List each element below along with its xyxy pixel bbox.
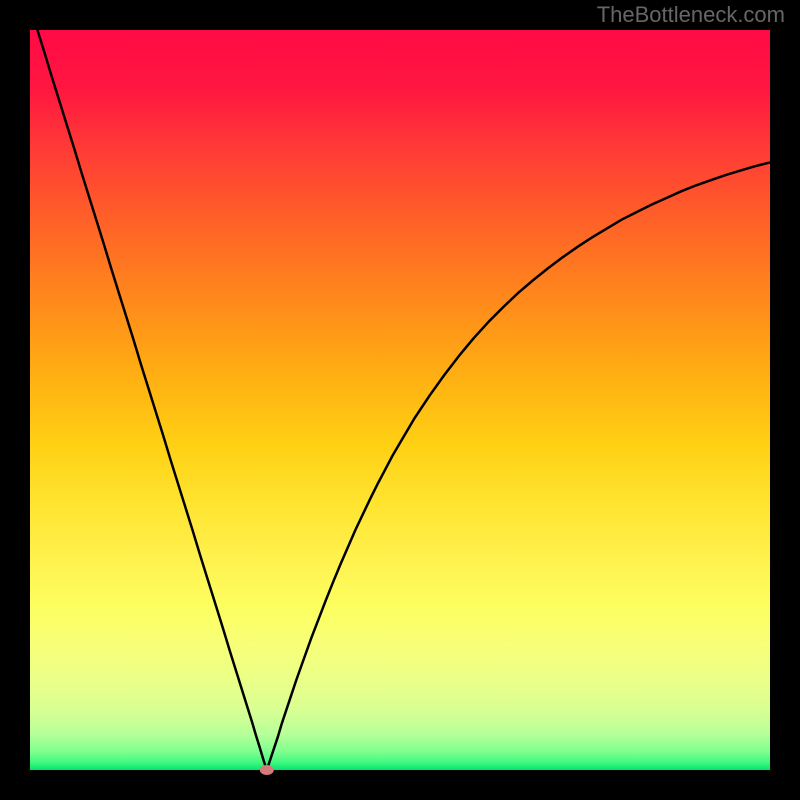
bottleneck-chart: TheBottleneck.com <box>0 0 800 800</box>
watermark-label: TheBottleneck.com <box>597 2 785 27</box>
plot-background <box>30 30 770 770</box>
chart-svg: TheBottleneck.com <box>0 0 800 800</box>
optimum-marker <box>260 765 274 775</box>
